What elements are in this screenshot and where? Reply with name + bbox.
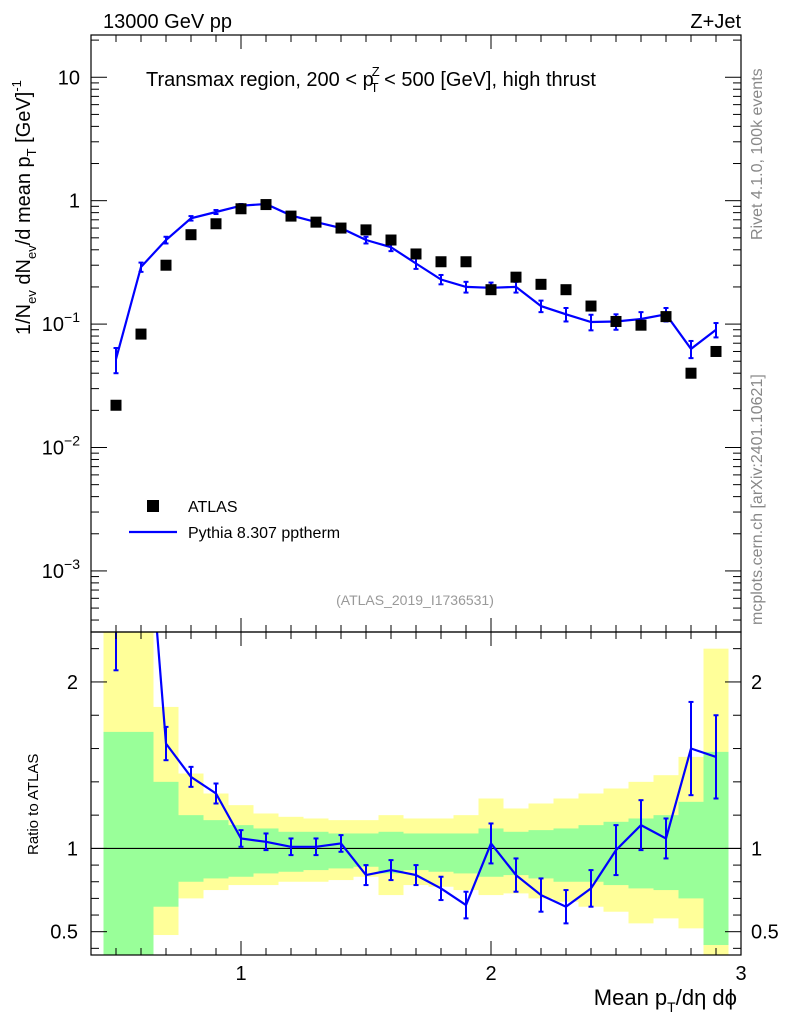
stat-uncertainty-band	[428, 833, 454, 872]
ratio-bands	[103, 632, 729, 955]
x-tick-label: 1	[235, 963, 246, 985]
legend-label-pythia: Pythia 8.307 pptherm	[188, 525, 340, 542]
ratio-y-axis-label: Ratio to ATLAS	[25, 754, 42, 855]
atlas-point	[210, 218, 222, 230]
stat-uncertainty-band	[128, 731, 154, 955]
stat-uncertainty-band	[453, 833, 479, 874]
atlas-point	[685, 367, 697, 379]
y-tick-label: 10−2	[42, 433, 80, 460]
ratio-y-tick-label-left: 2	[67, 672, 78, 694]
y-tick-label: 10	[58, 67, 80, 89]
stat-uncertainty-band	[678, 801, 704, 899]
x-tick-label: 3	[735, 963, 746, 985]
ratio-y-tick-label-left: 0.5	[50, 922, 78, 944]
legend-label-atlas: ATLAS	[188, 499, 238, 516]
atlas-point	[485, 284, 497, 296]
atlas-point	[310, 216, 322, 228]
stat-uncertainty-band	[153, 781, 179, 907]
axis-ticks	[90, 35, 742, 955]
main-plot-frame	[90, 34, 742, 633]
stat-uncertainty-band	[553, 828, 579, 882]
atlas-point	[260, 199, 272, 211]
atlas-point	[460, 256, 472, 268]
atlas-point	[110, 399, 122, 411]
ratio-panel-marks	[113, 632, 719, 925]
atlas-point	[410, 248, 422, 260]
atlas-point	[510, 271, 522, 283]
atlas-point	[235, 203, 247, 215]
pythia-line	[114, 202, 717, 360]
atlas-point	[335, 222, 347, 234]
chart-title: Transmax region, 200 < pZ T < 500 [GeV], …	[146, 64, 596, 95]
stat-uncertainty-band	[528, 830, 554, 879]
rivet-label: Rivet 4.1.0, 100k events	[749, 68, 766, 240]
mcplots-label: mcplots.cern.ch [arXiv:2401.10621]	[749, 374, 766, 625]
atlas-point	[710, 345, 722, 357]
ratio-y-tick-label-right: 0.5	[751, 922, 779, 944]
stat-uncertainty-band	[353, 833, 379, 867]
atlas-point	[435, 256, 447, 268]
atlas-point	[360, 224, 372, 236]
atlas-point	[660, 311, 672, 323]
main-panel-marks	[110, 199, 722, 411]
header-left: 13000 GeV pp	[103, 11, 232, 33]
main-y-axis-label: 1/Nev dNev/d mean pT [GeV]-1	[9, 80, 39, 335]
atlas-point	[285, 210, 297, 222]
atlas-point	[635, 319, 647, 331]
x-tick-label: 2	[485, 963, 496, 985]
analysis-label: (ATLAS_2019_I1736531)	[336, 592, 494, 608]
atlas-point	[585, 300, 597, 312]
legend-marker-atlas	[147, 500, 159, 512]
y-tick-label: 10−1	[42, 309, 80, 336]
y-tick-label: 1	[69, 191, 80, 213]
stat-uncertainty-band	[103, 731, 129, 955]
ratio-y-tick-label-right: 2	[751, 672, 762, 694]
y-tick-label: 10−3	[42, 556, 80, 583]
header-right: Z+Jet	[690, 11, 741, 33]
x-axis-label: Mean pT/dη dϕ	[594, 985, 737, 1015]
tick-labels: 1 2 3 10 1 10−1 10−2 10−3 2 2 1 1 0.5 0.5	[42, 67, 779, 985]
atlas-point	[185, 229, 197, 241]
stat-uncertainty-band	[203, 820, 229, 879]
atlas-point	[535, 278, 547, 290]
stat-uncertainty-band	[403, 833, 429, 871]
atlas-point	[160, 259, 172, 271]
atlas-point	[560, 284, 572, 296]
atlas-point	[610, 315, 622, 327]
ratio-y-tick-label-right: 1	[751, 838, 762, 860]
atlas-point	[385, 234, 397, 246]
ratio-y-tick-label-left: 1	[67, 838, 78, 860]
atlas-point	[135, 328, 147, 340]
